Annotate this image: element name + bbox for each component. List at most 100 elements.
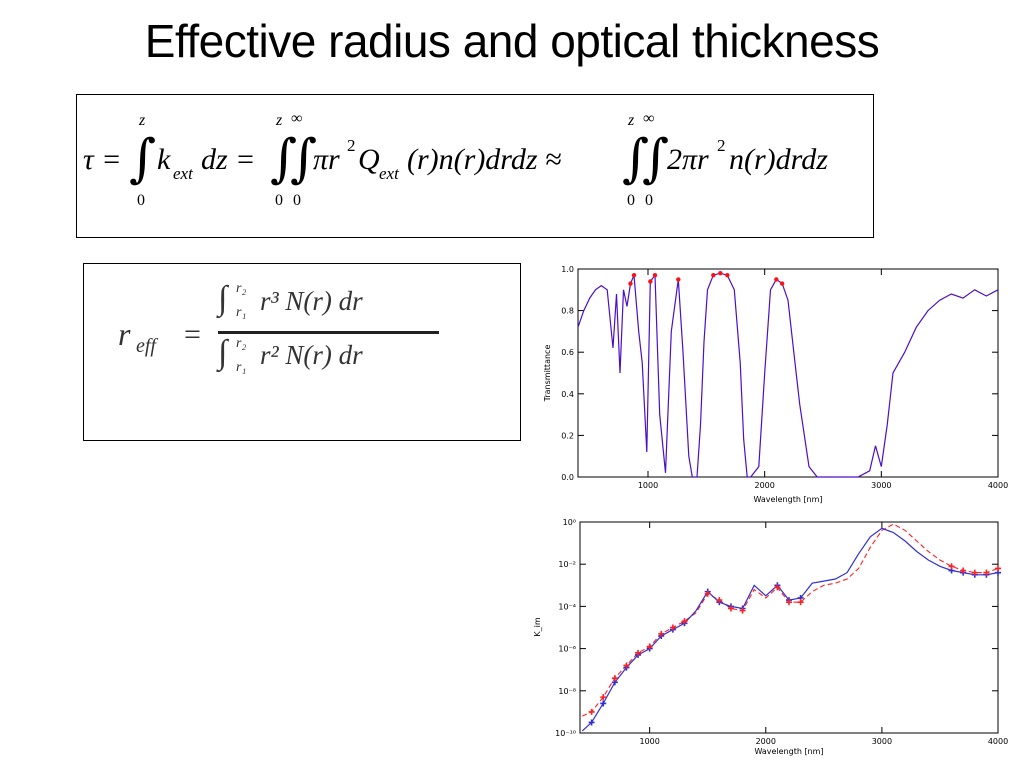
y-tick-labels: 0.0 0.2 0.4 0.6 0.8 1.0 [561, 265, 574, 482]
reff-lhs: r [118, 316, 131, 352]
highlight-point [652, 273, 658, 278]
transmittance-chart: 0.0 0.2 0.4 0.6 0.8 1.0 1000 2000 3000 4000 Wave… [543, 265, 1008, 504]
x-tick-labels: 1000 2000 3000 4000 [639, 737, 1008, 746]
integrand-tail: (r)n(r)drdz ≈ [407, 143, 562, 176]
integrand-k-subscript: ext [173, 164, 193, 183]
y-axis-label: K_im [533, 617, 542, 636]
integrand-tail: n(r)drdz [729, 143, 828, 176]
y-tick-label: 0.2 [561, 431, 574, 440]
x-tick-label: 1000 [639, 737, 659, 746]
y-tick-label: 0.8 [561, 307, 574, 316]
integral-sign: ∫ [218, 334, 228, 371]
y-tick-label: 0.0 [561, 473, 574, 482]
integral-upper-limit: z [139, 112, 146, 129]
integral-upper-limit: z [628, 112, 635, 129]
measurement-cross [669, 624, 676, 631]
measurement-cross [623, 662, 630, 669]
reff-equals: = [184, 318, 201, 351]
reff-denominator: r² N(r) dr [260, 340, 363, 370]
measurement-cross [948, 563, 955, 570]
x-tick-label: 2000 [754, 481, 774, 490]
x-tick-labels: 1000 2000 3000 4000 [638, 481, 1008, 490]
integrand-two-pi-r: 2πr [667, 143, 709, 176]
measurement-cross [600, 694, 607, 701]
tau-lhs: τ = [83, 143, 122, 176]
integrand-q: Q [358, 143, 380, 176]
y-tick-label: 10⁻⁶ [558, 645, 576, 654]
x-tick-label: 3000 [872, 737, 892, 746]
x-tick-label: 1000 [638, 481, 658, 490]
measurement-cross [983, 569, 990, 576]
x-tick-label: 4000 [988, 737, 1008, 746]
measurement-cross [588, 719, 595, 726]
measurement-cross [646, 643, 653, 650]
measurement-cross [635, 649, 642, 656]
measurement-cross [588, 708, 595, 715]
y-tick-label: 0.6 [561, 348, 574, 357]
measurement-cross [727, 605, 734, 612]
x-tick-label: 4000 [988, 481, 1008, 490]
tick-marks [580, 521, 999, 734]
integral-sign: ∫ [622, 129, 650, 189]
reff-numerator: r³ N(r) dr [260, 286, 363, 316]
y-tick-label: 10⁻¹⁰ [555, 729, 576, 738]
plot-frame [577, 268, 999, 478]
high-transmittance-markers [628, 270, 785, 286]
measurement-cross [658, 630, 665, 637]
y-tick-label: 10⁻² [558, 560, 576, 569]
measurement-cross [786, 599, 792, 606]
integrand-superscript: 2 [717, 136, 726, 155]
integral-lower-limit: r₁ [236, 360, 247, 375]
measurement-cross [704, 590, 711, 597]
y-tick-label: 1.0 [561, 265, 574, 274]
fraction-bar [218, 331, 439, 334]
highlight-point [711, 273, 716, 278]
effective-radius-equation: r eff = ∫ r₂ r₁ r³ N(r) dr ∫ r₂ r₁ r² N(… [83, 263, 521, 441]
highlight-point [718, 270, 723, 276]
measurement-cross [716, 597, 723, 604]
integrand-superscript: 2 [347, 136, 356, 155]
measurement-cross [739, 607, 746, 614]
measurement-cross [960, 567, 967, 574]
x-tick-label: 3000 [871, 481, 891, 490]
y-tick-labels: 10⁰ 10⁻² 10⁻⁴ 10⁻⁶ 10⁻⁸ 10⁻¹⁰ [555, 518, 576, 738]
integral-upper-limit: ∞ [643, 110, 655, 127]
y-tick-label: 10⁻⁸ [558, 687, 576, 696]
highlight-point [774, 277, 779, 282]
k-im-dashed-series [582, 523, 999, 717]
integral-lower-limit: r₁ [236, 305, 247, 320]
plot-frame [579, 521, 999, 734]
integral-sign: ∫ [642, 129, 670, 189]
x-tick-label: 2000 [756, 737, 776, 746]
highlight-point [676, 277, 681, 282]
integral-upper-limit: z [276, 112, 283, 129]
integrand-k: k [157, 143, 171, 176]
highlight-point [725, 273, 730, 278]
integral-sign: ∫ [218, 280, 228, 317]
transmittance-series-line [577, 272, 999, 478]
integrand-dz: dz = [201, 143, 256, 176]
measurement-cross [971, 569, 978, 576]
measurement-cross [797, 599, 804, 606]
measurement-markers [588, 563, 1001, 726]
integral-upper-limit: r₂ [236, 281, 247, 296]
integral-lower-limit: 0 [137, 192, 145, 209]
integral-upper-limit: r₂ [236, 336, 247, 351]
k-im-solid-series [581, 527, 999, 732]
y-tick-label: 0.4 [561, 390, 574, 399]
measurement-cross [774, 584, 781, 591]
integral-lower-limit: 0 [275, 192, 283, 209]
integral-sign: ∫ [290, 129, 318, 189]
integral-lower-limit: 0 [627, 192, 635, 209]
tick-marks [578, 268, 999, 478]
y-tick-label: 10⁰ [563, 518, 576, 527]
x-axis-label: Wavelength [nm] [753, 495, 822, 504]
slide-title: Effective radius and optical thickness [144, 15, 880, 67]
reff-lhs-subscript: eff [136, 335, 156, 357]
measurement-cross [995, 565, 1001, 572]
y-axis-label: Transmittance [543, 345, 552, 403]
measurement-cross [600, 700, 607, 707]
highlight-point [628, 281, 633, 286]
highlight-point [779, 281, 785, 286]
x-axis-label: Wavelength [nm] [754, 747, 823, 756]
